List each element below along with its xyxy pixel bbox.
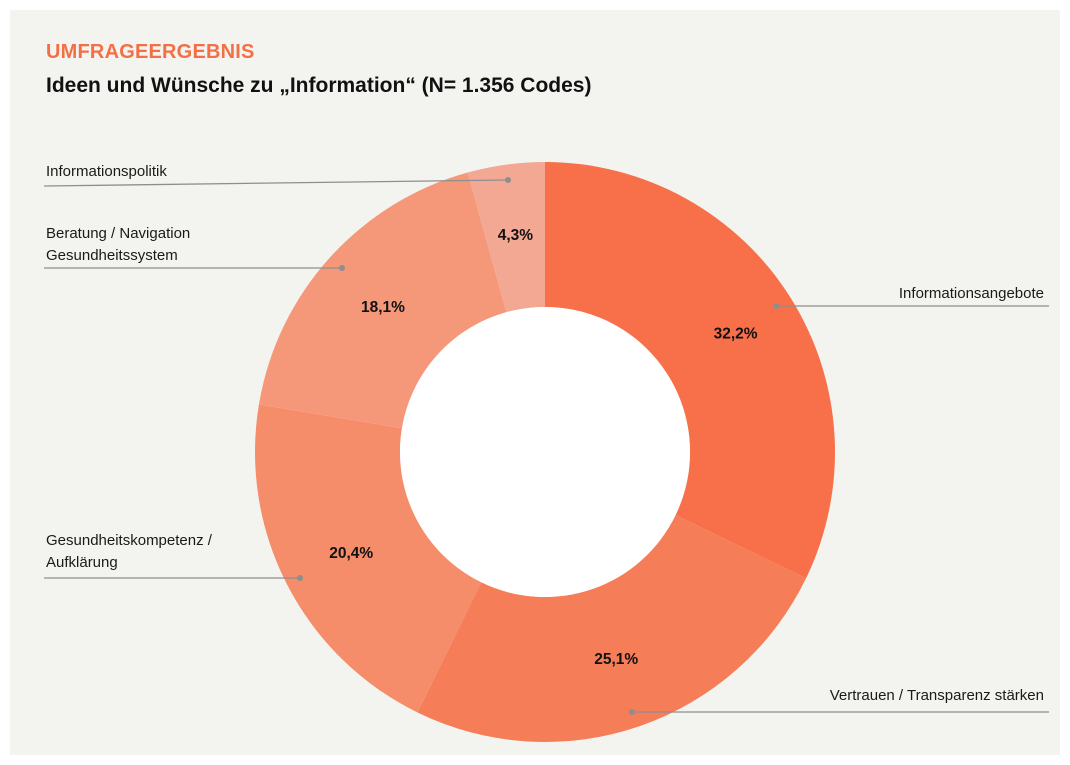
category-label-informationsangebote: Informationsangebote bbox=[899, 285, 1044, 302]
category-label-vertrauen-transparenz-staerken: Vertrauen / Transparenz stärken bbox=[830, 687, 1044, 704]
leader-dot-informationsangebote bbox=[773, 303, 779, 309]
category-label-informationspolitik: Informationspolitik bbox=[46, 163, 167, 180]
slice-value-label-vertrauen-transparenz-staerken: 25,1% bbox=[594, 651, 638, 668]
leader-dot-informationspolitik bbox=[505, 177, 511, 183]
donut-slices bbox=[254, 162, 836, 743]
slice-value-label-informationsangebote: 32,2% bbox=[714, 325, 758, 342]
leader-line-informationspolitik bbox=[43, 179, 509, 187]
donut-slice-informationsangebote bbox=[545, 162, 836, 579]
category-label-beratung-navigation-gesundheitssystem: Beratung / Navigation Gesundheitssystem bbox=[46, 225, 190, 264]
leader-dot-vertrauen-transparenz-staerken bbox=[629, 709, 635, 715]
slice-value-label-gesundheitskompetenz-aufklaerung: 20,4% bbox=[329, 545, 373, 562]
chart-title: Ideen und Wünsche zu „Information“ (N= 1… bbox=[46, 74, 592, 97]
category-label-gesundheitskompetenz-aufklaerung: Gesundheitskompetenz / Aufklärung bbox=[46, 532, 213, 571]
donut-hole bbox=[400, 307, 690, 597]
slice-value-label-informationspolitik: 4,3% bbox=[498, 227, 534, 244]
donut-slice-beratung-navigation-gesundheitssystem bbox=[258, 172, 507, 429]
donut-slice-gesundheitskompetenz-aufklaerung bbox=[254, 404, 482, 713]
slice-value-label-beratung-navigation-gesundheitssystem: 18,1% bbox=[361, 299, 405, 316]
donut-slice-vertrauen-transparenz-staerken bbox=[417, 515, 807, 743]
leader-dot-gesundheitskompetenz-aufklaerung bbox=[297, 575, 303, 581]
donut-slice-informationspolitik bbox=[467, 162, 545, 313]
chart-overline: UMFRAGEERGEBNIS bbox=[46, 41, 255, 63]
leader-dot-beratung-navigation-gesundheitssystem bbox=[339, 265, 345, 271]
